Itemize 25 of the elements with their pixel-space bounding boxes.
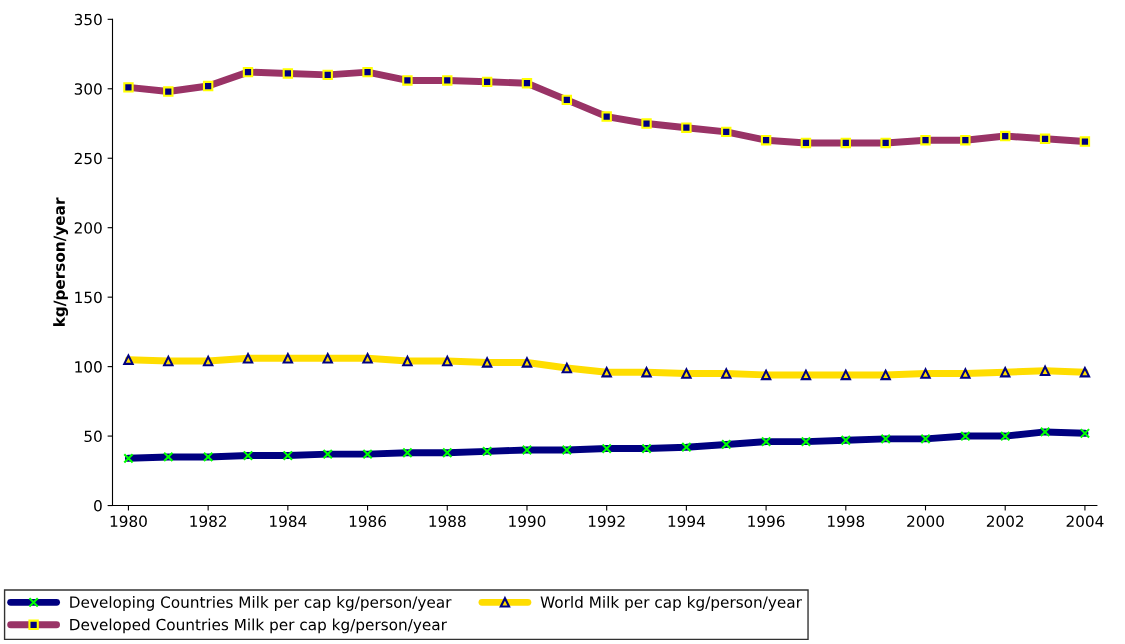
x-tick-label: 1996 <box>748 515 785 528</box>
x-tick-label: 1998 <box>828 515 865 528</box>
x-tick-label: 1990 <box>509 515 546 528</box>
x-tick-label: 1994 <box>668 515 705 528</box>
y-tick-label: 0 <box>94 500 102 512</box>
y-tick-label: 100 <box>75 361 102 373</box>
y-tick-label: 300 <box>74 83 102 95</box>
y-axis-title: kg/person/year <box>53 197 69 327</box>
x-tick-label: 1992 <box>588 515 625 528</box>
y-tick-label: 50 <box>84 430 102 443</box>
y-tick-label: 250 <box>74 152 102 165</box>
x-tick-label: 1986 <box>349 515 387 528</box>
y-tick-label: 150 <box>75 291 102 304</box>
y-tick-label: 350 <box>74 13 102 26</box>
x-tick-label: 1988 <box>429 515 466 528</box>
x-tick-label: 2004 <box>1066 515 1104 528</box>
y-tick-label: 200 <box>74 222 102 234</box>
x-tick-label: 1980 <box>110 515 147 528</box>
legend-label: Developing Countries Milk per cap kg/person/year <box>70 596 452 611</box>
legend-label: Developed Countries Milk per cap kg/person/year <box>70 618 447 634</box>
x-tick-label: 1982 <box>190 515 227 528</box>
x-tick-label: 1984 <box>270 515 307 528</box>
x-tick-label: 2000 <box>907 515 944 528</box>
x-tick-label: 2002 <box>986 515 1024 528</box>
legend-label: World Milk per cap kg/person/year <box>540 596 802 611</box>
